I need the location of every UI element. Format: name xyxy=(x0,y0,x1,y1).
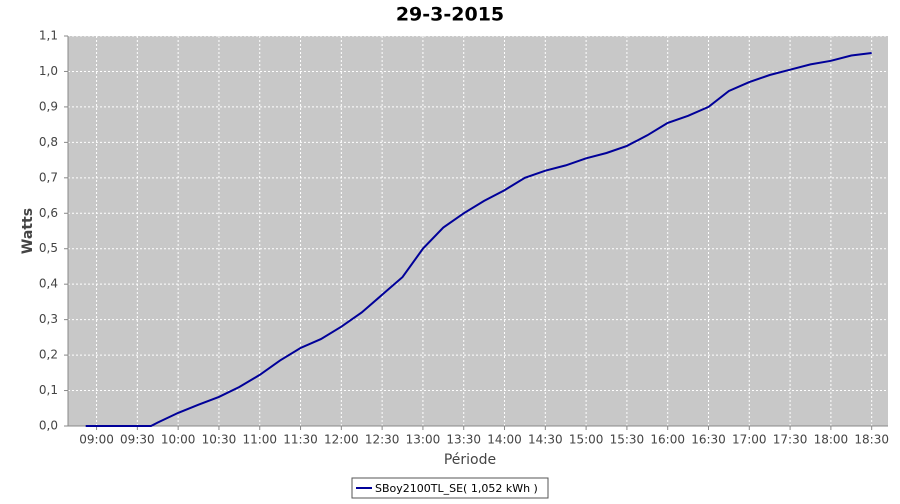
legend-label: SBoy2100TL_SE( 1,052 kWh ) xyxy=(375,482,538,495)
y-tick-label: 0,4 xyxy=(39,277,58,291)
chart-title: 29-3-2015 xyxy=(396,4,504,26)
y-tick-label: 0,9 xyxy=(39,99,58,113)
x-tick-label: 15:00 xyxy=(569,433,604,447)
plot-area xyxy=(68,36,888,426)
x-tick-label: 10:30 xyxy=(202,433,237,447)
x-tick-label: 11:30 xyxy=(283,433,318,447)
x-tick-label: 10:00 xyxy=(161,433,196,447)
y-axis-label: Watts xyxy=(20,208,36,254)
x-axis-label: Période xyxy=(444,452,496,468)
x-tick-label: 12:00 xyxy=(324,433,359,447)
x-tick-label: 15:30 xyxy=(610,433,645,447)
x-tick-label: 13:00 xyxy=(406,433,441,447)
y-tick-label: 0,5 xyxy=(39,241,58,255)
x-tick-label: 18:00 xyxy=(814,433,849,447)
x-tick-label: 16:30 xyxy=(691,433,726,447)
x-tick-label: 12:30 xyxy=(365,433,400,447)
y-tick-label: 1,0 xyxy=(39,64,58,78)
y-tick-label: 0,0 xyxy=(39,419,58,433)
x-tick-label: 13:30 xyxy=(446,433,481,447)
x-tick-label: 16:00 xyxy=(650,433,685,447)
y-tick-label: 0,7 xyxy=(39,170,58,184)
x-tick-label: 11:00 xyxy=(242,433,277,447)
y-tick-label: 0,8 xyxy=(39,135,58,149)
y-tick-label: 0,3 xyxy=(39,312,58,326)
y-tick-label: 0,2 xyxy=(39,348,58,362)
x-tick-label: 17:30 xyxy=(773,433,808,447)
y-tick-label: 0,1 xyxy=(39,383,58,397)
x-tick-label: 14:00 xyxy=(487,433,522,447)
x-tick-label: 17:00 xyxy=(732,433,767,447)
legend xyxy=(351,477,549,499)
y-tick-label: 1,1 xyxy=(39,29,58,43)
x-tick-label: 18:30 xyxy=(854,433,889,447)
x-tick-label: 09:00 xyxy=(79,433,114,447)
x-tick-label: 14:30 xyxy=(528,433,563,447)
x-tick-label: 09:30 xyxy=(120,433,155,447)
y-tick-label: 0,6 xyxy=(39,206,58,220)
series-line xyxy=(85,52,872,427)
